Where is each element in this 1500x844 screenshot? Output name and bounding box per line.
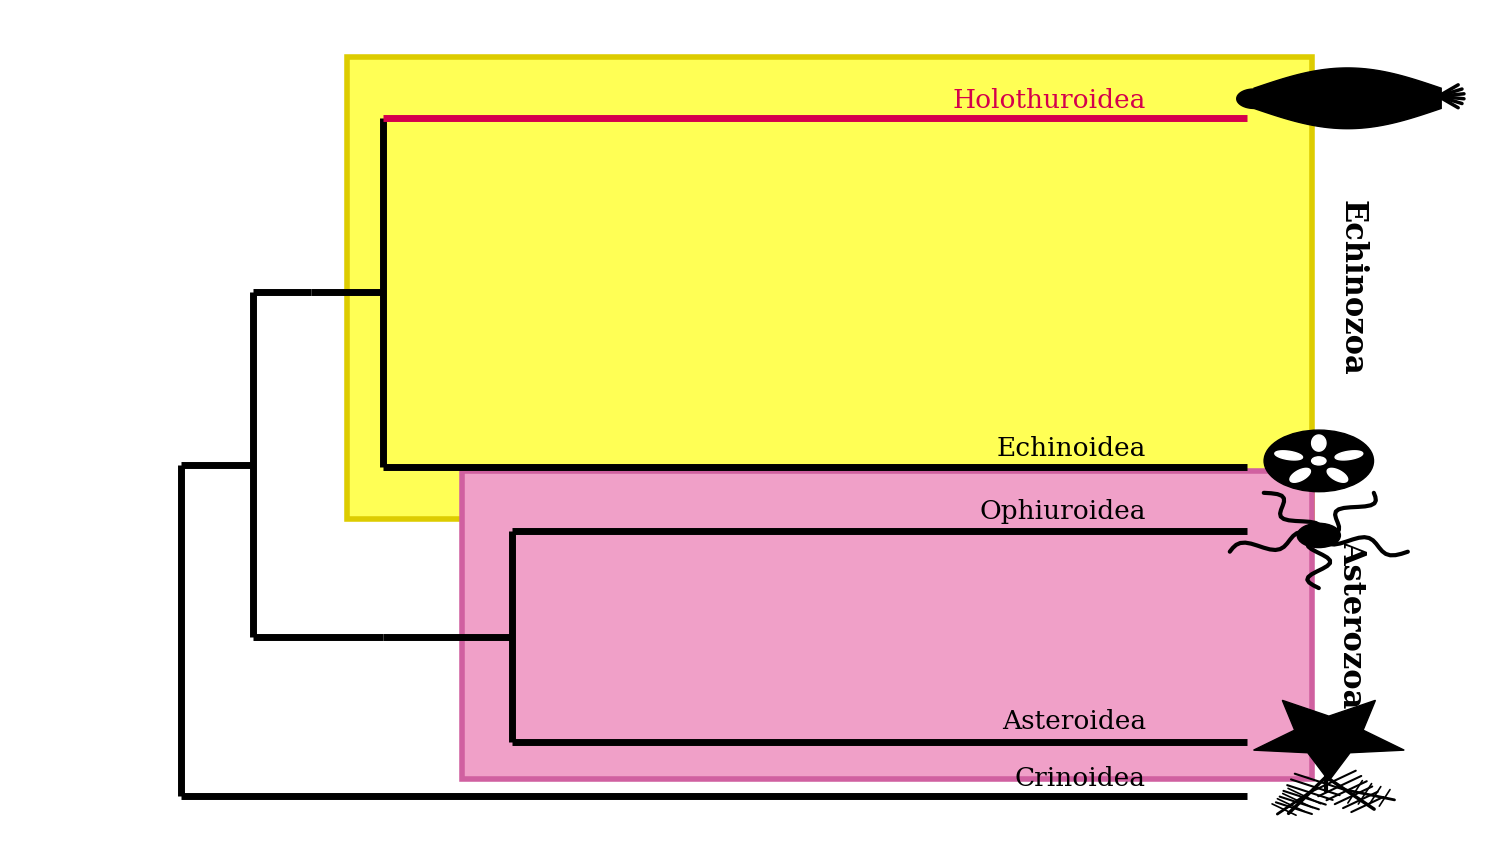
- Circle shape: [1264, 430, 1374, 492]
- Text: Ophiuroidea: Ophiuroidea: [980, 499, 1146, 523]
- Bar: [346, 57, 1311, 519]
- Text: Echinoidea: Echinoidea: [996, 436, 1146, 461]
- Text: Asterozoa: Asterozoa: [1336, 540, 1368, 709]
- Bar: [462, 471, 1311, 778]
- Polygon shape: [1254, 701, 1404, 781]
- Polygon shape: [1290, 468, 1311, 482]
- Circle shape: [1311, 457, 1326, 465]
- Polygon shape: [1275, 451, 1302, 460]
- Polygon shape: [1236, 89, 1254, 108]
- Text: Holothuroidea: Holothuroidea: [952, 88, 1146, 113]
- Text: Asteroidea: Asteroidea: [1002, 709, 1146, 734]
- Polygon shape: [1311, 435, 1326, 452]
- Polygon shape: [1254, 68, 1442, 128]
- Text: Crinoidea: Crinoidea: [1016, 766, 1146, 791]
- Polygon shape: [1328, 468, 1347, 482]
- Circle shape: [1298, 523, 1341, 548]
- Polygon shape: [1335, 451, 1364, 460]
- Text: Echinozoa: Echinozoa: [1336, 200, 1368, 376]
